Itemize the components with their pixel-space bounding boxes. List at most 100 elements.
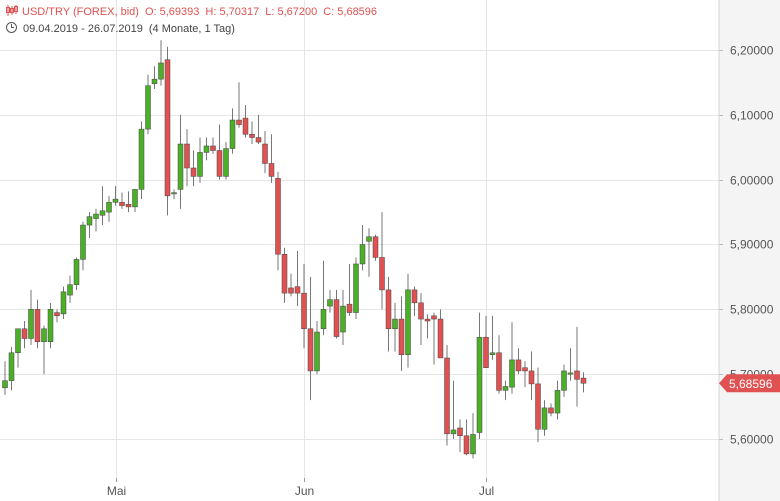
candle-body [2,380,8,389]
candle-body [177,143,184,190]
date-range: 09.04.2019 - 26.07.2019 [23,23,143,35]
x-tick-label: Mai [107,484,126,498]
candle-body [262,143,268,164]
candle-body [268,163,275,177]
candle [554,380,561,420]
candle-body [431,315,437,320]
candle [54,309,60,323]
last-price-marker: 5,68596 [719,374,780,393]
candle-body [379,257,385,291]
candle [353,257,359,320]
candle [301,263,307,349]
candle [463,419,470,456]
candle-body [54,312,60,317]
candle-body [15,328,21,354]
x-axis: Mai Jun Jul [107,478,494,498]
candle-body [249,134,255,138]
candle [223,142,229,180]
candle-body [86,216,93,226]
candle-body [125,204,132,208]
candle-body [424,318,431,322]
candle-body [392,318,398,330]
candle-body [567,372,574,375]
candle [567,348,574,381]
x-tick-label: Jun [295,484,314,498]
candle [164,46,171,216]
candle-body [483,336,489,368]
y-tick-label: 5,90000 [730,238,774,252]
candle [398,296,405,371]
candle-body [489,352,496,355]
candle [444,344,450,446]
candle [216,124,223,180]
candle-body [359,244,366,265]
candle-body [548,407,554,414]
candle-body [463,435,470,455]
candle [119,192,125,209]
candle [288,273,294,297]
candle-body [574,370,580,380]
candle [496,335,502,394]
candle [535,367,541,443]
candle [151,66,158,89]
open-value: O: 5,69393 [144,6,200,18]
candle-body [210,145,216,151]
candle [21,321,28,349]
candle-body [366,236,372,242]
candle [379,212,385,310]
candle [483,315,489,368]
candle-body [561,370,567,391]
candle [145,74,151,135]
candle-body [509,359,515,388]
candle-body [275,178,281,255]
candle-body [385,289,392,330]
candle-body [119,202,125,206]
candle [489,315,496,360]
candle-body [255,137,262,143]
candle-body [294,286,301,294]
candle [528,351,535,401]
candle [548,403,554,417]
candle-body [535,383,541,430]
candle [47,302,54,349]
candle [366,228,372,277]
grid [0,0,719,478]
candle [457,419,463,452]
candle-body [327,299,333,307]
candle [262,131,268,174]
candle-body [340,305,346,333]
candle [112,186,119,206]
candle-body [502,386,509,391]
candle [249,121,255,145]
candle [236,82,242,128]
candle-body [444,357,450,435]
candle [171,189,177,200]
candle [67,275,73,303]
y-tick-label: 5,80000 [730,303,774,317]
candle [80,221,86,271]
candle [73,257,80,290]
candle [138,121,145,200]
candle-body [242,117,249,135]
candle [509,322,515,394]
candle-body [28,309,34,339]
candle-body [190,167,197,177]
y-tick-label: 6,20000 [730,44,774,58]
candle [125,191,132,213]
candle [132,189,138,213]
candle-body [437,318,444,359]
candle-body [457,427,463,437]
candle [281,247,288,303]
candle [210,137,216,154]
candle-body [288,287,294,294]
candle-body [476,336,483,433]
candle-body [132,189,138,208]
candle [502,380,509,401]
candle [405,273,411,368]
candle [372,234,379,261]
candle [268,134,275,183]
range-header: 09.04.2019 - 26.07.2019 (4 Monate, 1 Tag) [6,22,241,35]
candle-body [112,198,119,203]
candle-body [554,390,561,414]
